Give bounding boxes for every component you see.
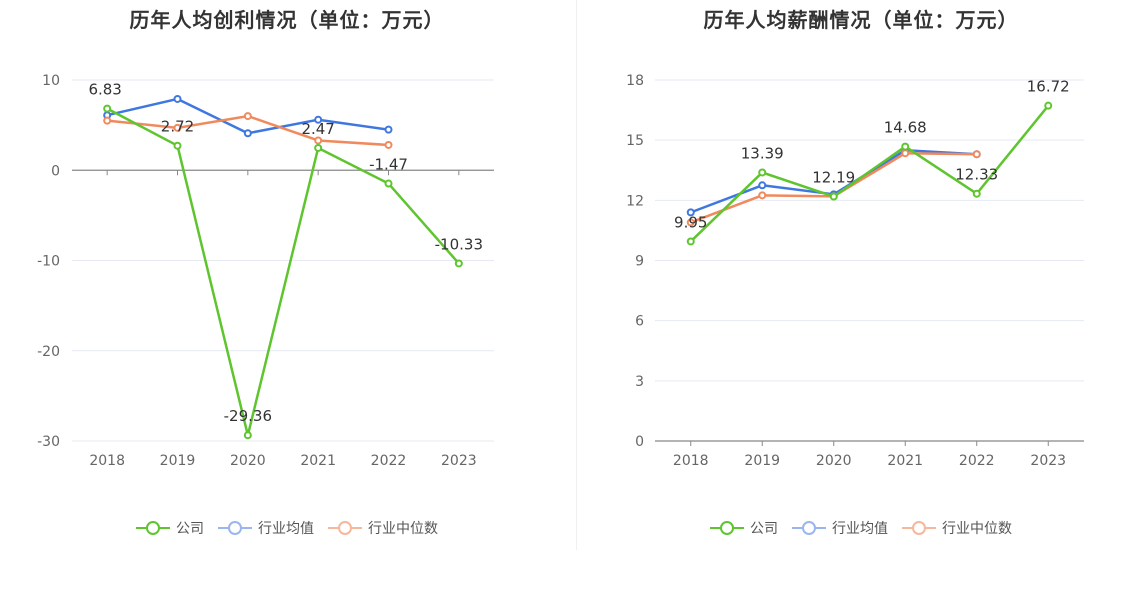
data-point [384, 125, 393, 134]
legend-item-industry-average[interactable]: 行业均值 [218, 518, 314, 538]
data-point [686, 237, 695, 246]
x-tick-label: 2018 [89, 453, 125, 469]
legend-item-company[interactable]: 公司 [136, 518, 204, 538]
data-point [686, 218, 695, 227]
salary-chart-title: 历年人均薪酬情况（单位：万元） [703, 8, 1019, 32]
legend-line-icon [328, 520, 362, 536]
x-tick-label: 2019 [160, 453, 196, 469]
legend-line-icon [902, 520, 936, 536]
data-point [384, 140, 393, 149]
data-point [1044, 101, 1053, 110]
y-tick-label: 0 [635, 434, 644, 450]
y-tick-label: 15 [626, 133, 644, 149]
x-tick-label: 2023 [441, 453, 477, 469]
data-label: -10.33 [435, 235, 483, 253]
data-label: 12.19 [812, 169, 855, 187]
legend-line-icon [792, 520, 826, 536]
legend-item-industry-median[interactable]: 行业中位数 [328, 518, 438, 538]
data-point [243, 112, 252, 121]
legend-label: 行业中位数 [368, 521, 438, 537]
y-tick-label: 18 [626, 73, 644, 89]
data-point [758, 191, 767, 200]
legend-label: 行业均值 [258, 521, 314, 537]
legend-item-company[interactable]: 公司 [710, 518, 778, 538]
x-tick-label: 2020 [230, 453, 266, 469]
data-point [103, 116, 112, 125]
data-label: -1.47 [369, 156, 408, 174]
data-point [314, 136, 323, 145]
y-tick-label: 3 [635, 374, 644, 390]
data-point [758, 181, 767, 190]
data-point [758, 168, 767, 177]
data-point [243, 129, 252, 138]
data-label: 12.33 [955, 166, 998, 184]
legend-label: 行业均值 [832, 521, 888, 537]
data-label: 2.47 [301, 120, 334, 138]
data-label: 13.39 [741, 144, 784, 162]
data-point [384, 179, 393, 188]
y-tick-label: 10 [42, 73, 60, 89]
x-tick-label: 2021 [300, 453, 336, 469]
y-tick-label: 0 [51, 163, 60, 179]
data-label: 6.83 [88, 81, 121, 99]
x-tick-label: 2022 [959, 453, 995, 469]
legend-line-icon [710, 520, 744, 536]
y-tick-label: 12 [626, 193, 644, 209]
legend-label: 行业中位数 [942, 521, 1012, 537]
data-label: 9.95 [674, 213, 707, 231]
legend-line-icon [218, 520, 252, 536]
profit-chart-legend: 公司 行业均值 行业中位数 [0, 518, 574, 538]
x-tick-label: 2020 [816, 453, 852, 469]
data-label: -29.36 [224, 407, 272, 425]
data-point [314, 115, 323, 124]
series-line [106, 107, 460, 437]
x-tick-label: 2021 [887, 453, 923, 469]
data-point [686, 208, 695, 217]
profit-chart: 10 0 -10 -20 -30 2018 2019 2020 2021 2022 2023 6.83… [37, 73, 494, 469]
data-point [901, 149, 910, 158]
profit-chart-panel: 历年人均创利情况（单位：万元） 10 0 -10 -20 -30 2018 2019 2020… [0, 8, 574, 538]
data-label: 2.72 [161, 118, 194, 136]
data-point [972, 189, 981, 198]
data-point [972, 150, 981, 159]
y-tick-label: 6 [635, 314, 644, 330]
data-point [314, 143, 323, 152]
legend-item-industry-median[interactable]: 行业中位数 [902, 518, 1012, 538]
series-line [690, 151, 977, 224]
series-line [689, 104, 1050, 243]
salary-chart-legend: 公司 行业均值 行业中位数 [574, 518, 1148, 538]
x-tick-label: 2023 [1030, 453, 1066, 469]
salary-chart-panel: 历年人均薪酬情况（单位：万元） 18 15 12 9 6 3 0 2018 2019 2020 20… [574, 0, 1148, 589]
data-point [829, 192, 838, 201]
data-point [173, 141, 182, 150]
legend-label: 公司 [750, 521, 778, 537]
data-point [103, 104, 112, 113]
x-tick-label: 2022 [371, 453, 407, 469]
data-label: 14.68 [884, 119, 927, 137]
data-point [454, 259, 463, 268]
data-point [173, 123, 182, 132]
legend-label: 公司 [176, 521, 204, 537]
panel-divider [576, 0, 577, 550]
x-tick-label: 2019 [744, 453, 780, 469]
y-tick-label: -30 [37, 434, 60, 450]
x-tick-label: 2018 [673, 453, 709, 469]
data-label: 16.72 [1027, 78, 1070, 96]
data-point [243, 431, 252, 440]
y-tick-label: -20 [37, 344, 60, 360]
profit-chart-title: 历年人均创利情况（单位：万元） [129, 8, 445, 32]
legend-item-industry-average[interactable]: 行业均值 [792, 518, 888, 538]
y-tick-label: -10 [37, 254, 60, 270]
legend-line-icon [136, 520, 170, 536]
data-point [901, 142, 910, 151]
salary-chart: 18 15 12 9 6 3 0 2018 2019 2020 2021 2022 2023 9.95 13… [626, 73, 1084, 469]
y-tick-label: 9 [635, 254, 644, 270]
data-point [173, 94, 182, 103]
